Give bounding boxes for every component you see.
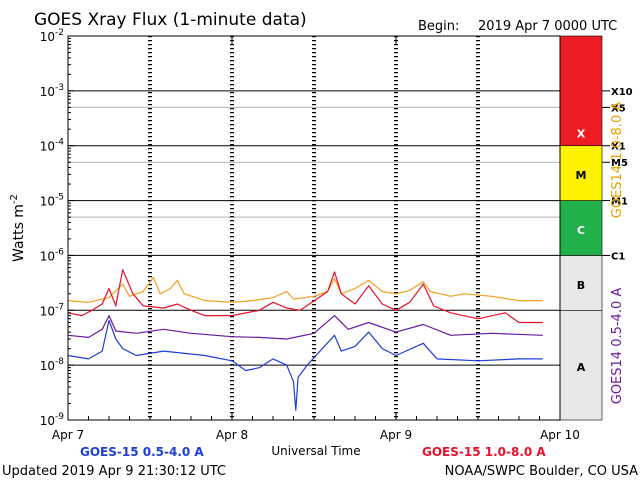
y-tick-label: 10-5 [40, 193, 64, 209]
class-band-label-c: C [577, 224, 585, 237]
x-tick-label: Apr 8 [216, 428, 248, 442]
x-axis-ticks: Apr 7 Apr 8 Apr 9 Apr 10 [52, 36, 580, 442]
goes14-long-label: GOES14 1.0-8.0 A [610, 102, 625, 219]
series-line-3 [67, 319, 543, 411]
class-marker-label-m5: M5 [611, 158, 628, 169]
class-band-b [559, 255, 603, 311]
y-tick-label: 10-3 [40, 83, 64, 99]
series-line-2 [67, 315, 543, 340]
class-marker-label-m1: M1 [611, 197, 628, 208]
class-marker-label-c1: C1 [611, 251, 625, 262]
legend-goes15-short: GOES-15 0.5-4.0 A [80, 445, 204, 459]
x-tick-label: Apr 9 [380, 428, 412, 442]
class-band-label-b: B [577, 279, 585, 292]
y-tick-label: 10-7 [40, 302, 64, 318]
credit-text: NOAA/SWPC Boulder, CO USA [445, 464, 638, 479]
series-line-0 [67, 276, 543, 303]
begin-value: 2019 Apr 7 0000 UTC [478, 19, 617, 34]
y-tick-label: 10-8 [40, 357, 65, 373]
data-series [67, 269, 543, 411]
y-axis-label: Watts m-2 [9, 194, 27, 262]
y-tick-label: 10-9 [40, 412, 65, 428]
y-tick-label: 10-6 [40, 247, 65, 263]
y-tick-label: 10-2 [40, 28, 64, 44]
legend-goes15-long: GOES-15 1.0-8.0 A [422, 445, 546, 459]
updated-timestamp: Updated 2019 Apr 9 21:30:12 UTC [2, 464, 226, 479]
flare-class-markers: X10 X5 X1 M5 M1 C1 [602, 87, 633, 262]
class-marker-label-x1: X1 [611, 142, 626, 153]
class-band-label-m: M [576, 169, 587, 182]
class-band-label-x: X [577, 128, 586, 141]
series-line-1 [67, 269, 543, 324]
class-band-label-a: A [577, 361, 586, 374]
class-marker-label-x5: X5 [611, 103, 626, 114]
class-band-x [559, 35, 603, 147]
plot-grid [68, 36, 560, 420]
class-marker-label-x10: X10 [611, 87, 633, 98]
x-tick-label: Apr 10 [540, 428, 580, 442]
x-tick-label: Apr 7 [52, 428, 84, 442]
goes14-short-label: GOES14 0.5-4.0 A [610, 288, 625, 405]
y-axis-ticks: 10-9 10-8 10-7 10-6 10-5 10-4 10-3 10-2 [40, 28, 74, 428]
class-band-m [559, 145, 603, 201]
begin-label: Begin: [418, 19, 459, 34]
class-band-a [559, 309, 603, 421]
flare-class-bands: A B C M X [559, 35, 603, 421]
chart-title: GOES Xray Flux (1-minute data) [34, 10, 307, 30]
x-axis-label: Universal Time [271, 444, 360, 458]
y-tick-label: 10-4 [40, 138, 65, 154]
